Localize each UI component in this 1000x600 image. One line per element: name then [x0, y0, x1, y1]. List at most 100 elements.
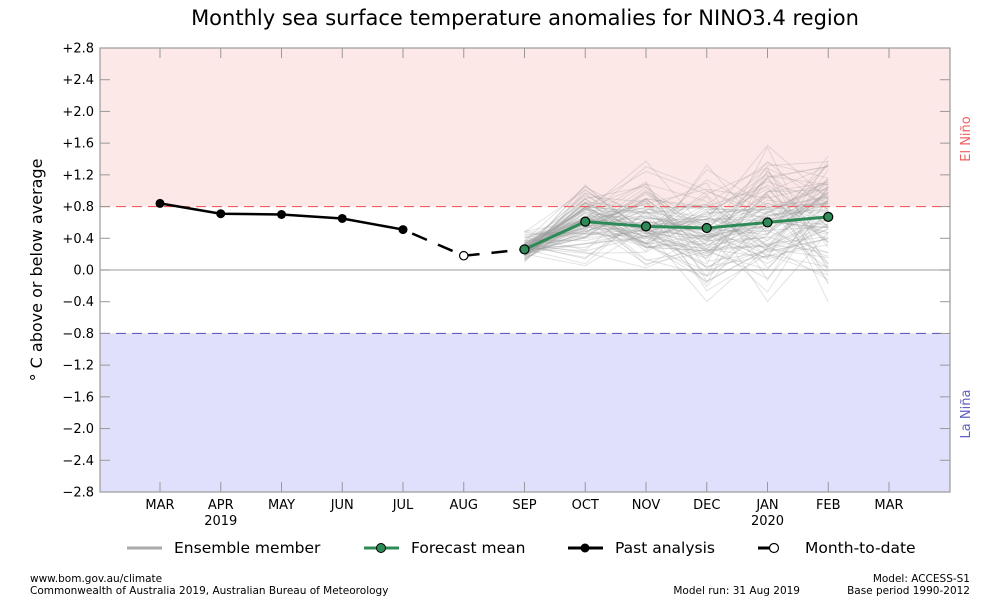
x-tick-label: MAR [874, 498, 903, 513]
ensemble-member-line [524, 201, 829, 267]
ensemble-member-line [524, 186, 829, 264]
ensemble-member-line [524, 183, 829, 251]
y-axis-label: ° C above or below average [27, 159, 46, 382]
ensemble-member-line [524, 183, 829, 244]
series-lines [100, 198, 950, 335]
ensemble-member-line [524, 161, 829, 259]
ensemble-member-line [524, 166, 829, 248]
y-tick-label: +1.6 [62, 137, 94, 152]
ensemble-member-line [524, 203, 829, 260]
ensemble-member-line [524, 191, 829, 249]
forecast-mean-point [823, 211, 834, 222]
ensemble-member-line [524, 165, 829, 241]
y-tick-label: +1.2 [62, 168, 94, 183]
x-tick-label: JUL [392, 498, 414, 513]
ensemble-member-line [524, 207, 829, 272]
ensemble-member-line [524, 198, 829, 281]
footer-base-period: Base period 1990-2012 [847, 585, 970, 597]
ensemble-member-line [524, 202, 829, 252]
legend-past-marker [580, 543, 590, 553]
y-tick-label: −2.8 [62, 486, 94, 501]
ensemble-member-line [524, 186, 829, 251]
ensemble-member-line [524, 202, 829, 276]
ensemble-member-line [524, 185, 829, 250]
ensemble-member-line [524, 166, 829, 285]
past-analysis-point [277, 210, 286, 219]
y-tick-label: −0.4 [62, 295, 94, 310]
y-tick-label: 0.0 [73, 264, 94, 279]
ensemble-member-line [524, 169, 829, 277]
x-tick-label: NOV [632, 498, 661, 513]
ensemble-member-line [524, 209, 829, 252]
ensemble-member-line [524, 196, 829, 256]
ensemble-member-line [524, 170, 829, 265]
legend-forecast-marker [376, 543, 386, 553]
ensemble-member-line [524, 191, 829, 278]
ensemble-member-line [524, 194, 829, 243]
forecast-mean-point [701, 222, 712, 234]
ensemble-member-line [524, 202, 829, 252]
ensemble-member-line [524, 190, 829, 252]
el-nino-region [100, 48, 950, 207]
la-nina-label: La Niña [959, 390, 974, 439]
ensemble-member-line [524, 198, 829, 251]
x-tick-label: MAR [145, 498, 174, 513]
y-tick-label: +2.8 [62, 42, 94, 57]
legend-mtd-marker [768, 542, 780, 554]
month-to-date-point [458, 250, 469, 261]
ensemble-member-line [524, 182, 829, 260]
ensemble-member-line [524, 181, 829, 247]
axes: +2.8 +2.4 +2.0 +1.6 +1.2 +0.8 +0.4 0.0 −0.4 −0.8 −… [62, 42, 951, 529]
ensemble-member-line [524, 207, 829, 257]
ensemble-member-line [524, 215, 829, 245]
ensemble-member-line [524, 224, 829, 269]
ensemble-member-line [524, 198, 829, 303]
ensemble-member-line [524, 160, 829, 258]
forecast-mean-point [580, 216, 591, 227]
legend-past-analysis: Past analysis [568, 539, 715, 557]
ensemble-member-line [524, 194, 829, 247]
y-tick-label: −1.6 [62, 390, 94, 405]
y-tick-label: −1.2 [62, 359, 94, 374]
ensemble-member-line [524, 165, 829, 255]
legend-ensemble-label: Ensemble member [174, 539, 321, 557]
ensemble-member-line [524, 164, 829, 269]
ensemble-member-line [524, 144, 829, 251]
x-tick-label: SEP [512, 498, 536, 513]
ensemble-member-line [524, 188, 829, 249]
x-year-label: 2020 [751, 514, 784, 529]
past-analysis-point [398, 225, 408, 235]
ensemble-member-line [524, 182, 829, 282]
forecast-mean-point [762, 217, 773, 228]
ensemble-member-line [524, 206, 829, 275]
footer-url: www.bom.gov.au/climate [30, 573, 162, 585]
footer-model-run: Model run: 31 Aug 2019 [673, 585, 800, 597]
ensemble-member-line [524, 210, 829, 288]
ensemble-member-line [524, 210, 829, 280]
x-tick-label: JAN [755, 498, 778, 513]
forecast-mean-line [523, 215, 829, 251]
ensemble-member-line [524, 191, 829, 254]
legend-mtd-label: Month-to-date [805, 539, 916, 557]
y-tick-label: +2.4 [62, 73, 94, 88]
ensemble-member-line [524, 184, 829, 235]
ensemble-member-line [524, 160, 829, 260]
y-tick-label: −2.4 [62, 454, 94, 469]
past-analysis-point [337, 213, 347, 223]
legend-forecast-label: Forecast mean [411, 539, 525, 557]
legend-ensemble-member: Ensemble member [127, 539, 321, 557]
y-tick-label: +2.0 [62, 105, 94, 120]
ensemble-member-line [524, 198, 829, 257]
ensemble-member-line [524, 208, 829, 249]
footer-model: Model: ACCESS-S1 [873, 573, 970, 585]
ensemble-member-line [524, 196, 829, 292]
forecast-mean-point [640, 221, 652, 232]
legend-forecast-mean: Forecast mean [364, 539, 525, 557]
ensemble-member-line [524, 186, 829, 248]
legend: Ensemble member Forecast mean Past analy… [127, 539, 916, 557]
ensemble-member-line [524, 189, 829, 257]
ensemble-member-line [524, 210, 829, 255]
y-tick-label: −2.0 [62, 422, 94, 437]
x-tick-label: APR [208, 498, 234, 513]
